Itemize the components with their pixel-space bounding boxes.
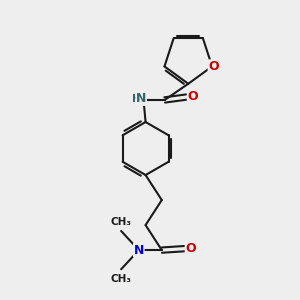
Text: H: H xyxy=(132,94,142,104)
Text: O: O xyxy=(208,60,219,73)
Text: CH₃: CH₃ xyxy=(111,217,132,226)
Text: N: N xyxy=(136,92,146,105)
Text: CH₃: CH₃ xyxy=(111,274,132,284)
Text: O: O xyxy=(185,242,196,255)
Text: N: N xyxy=(134,244,144,256)
Text: O: O xyxy=(188,91,198,103)
